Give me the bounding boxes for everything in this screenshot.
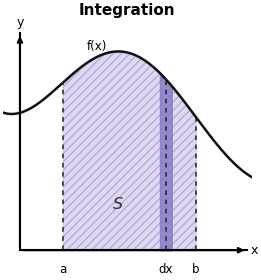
Text: dx: dx <box>159 263 173 276</box>
Text: a: a <box>59 263 67 276</box>
Text: S: S <box>113 197 123 212</box>
Text: x: x <box>251 244 258 257</box>
Text: y: y <box>16 16 24 29</box>
Text: b: b <box>192 263 200 276</box>
Text: f(x): f(x) <box>86 40 107 53</box>
Title: Integration: Integration <box>79 3 176 18</box>
